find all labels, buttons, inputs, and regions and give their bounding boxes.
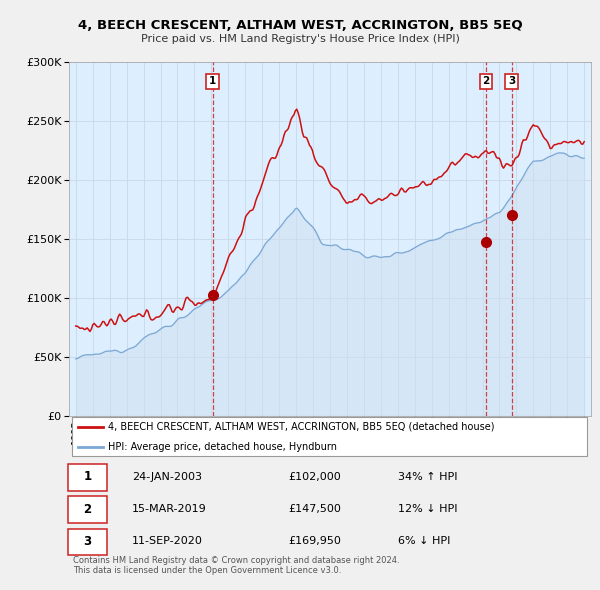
Text: £169,950: £169,950 <box>288 536 341 546</box>
Text: 4, BEECH CRESCENT, ALTHAM WEST, ACCRINGTON, BB5 5EQ: 4, BEECH CRESCENT, ALTHAM WEST, ACCRINGT… <box>77 19 523 32</box>
FancyBboxPatch shape <box>71 417 587 455</box>
Text: £102,000: £102,000 <box>288 472 341 482</box>
Text: 3: 3 <box>83 535 91 548</box>
Text: 3: 3 <box>508 76 515 86</box>
Text: 24-JAN-2003: 24-JAN-2003 <box>131 472 202 482</box>
Text: Contains HM Land Registry data © Crown copyright and database right 2024.
This d: Contains HM Land Registry data © Crown c… <box>73 556 400 575</box>
Text: Price paid vs. HM Land Registry's House Price Index (HPI): Price paid vs. HM Land Registry's House … <box>140 34 460 44</box>
Text: 12% ↓ HPI: 12% ↓ HPI <box>398 504 457 514</box>
Text: 15-MAR-2019: 15-MAR-2019 <box>131 504 206 514</box>
Text: 2: 2 <box>83 503 91 516</box>
Text: 1: 1 <box>83 470 91 483</box>
Text: £147,500: £147,500 <box>288 504 341 514</box>
Text: HPI: Average price, detached house, Hyndburn: HPI: Average price, detached house, Hynd… <box>108 442 337 452</box>
Text: 11-SEP-2020: 11-SEP-2020 <box>131 536 203 546</box>
FancyBboxPatch shape <box>68 496 107 523</box>
Text: 1: 1 <box>209 76 216 86</box>
Text: 2: 2 <box>482 76 490 86</box>
Text: 34% ↑ HPI: 34% ↑ HPI <box>398 472 457 482</box>
FancyBboxPatch shape <box>68 529 107 555</box>
Text: 6% ↓ HPI: 6% ↓ HPI <box>398 536 450 546</box>
Text: 4, BEECH CRESCENT, ALTHAM WEST, ACCRINGTON, BB5 5EQ (detached house): 4, BEECH CRESCENT, ALTHAM WEST, ACCRINGT… <box>108 422 494 432</box>
FancyBboxPatch shape <box>68 464 107 491</box>
